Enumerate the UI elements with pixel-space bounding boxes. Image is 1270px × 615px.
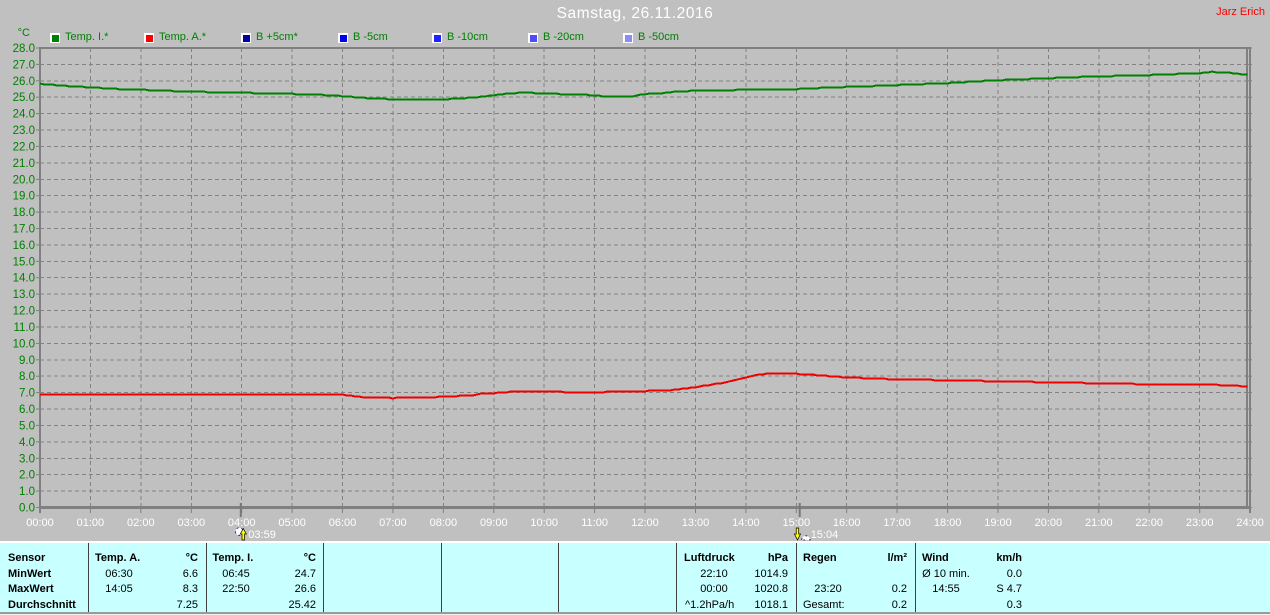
svg-text:4.0: 4.0: [19, 437, 35, 449]
svg-text:6.0: 6.0: [19, 404, 35, 416]
svg-text:05:00: 05:00: [278, 517, 306, 529]
svg-text:01:00: 01:00: [77, 517, 105, 529]
svg-text:17.0: 17.0: [13, 224, 35, 236]
svg-text:09:00: 09:00: [480, 517, 508, 529]
svg-text:14.0: 14.0: [13, 273, 35, 285]
svg-text:03:59: 03:59: [248, 529, 276, 541]
svg-text:22:00: 22:00: [1135, 517, 1163, 529]
svg-text:20:00: 20:00: [1035, 517, 1063, 529]
svg-text:27.0: 27.0: [13, 59, 35, 71]
svg-text:19.0: 19.0: [13, 191, 35, 203]
svg-text:28.0: 28.0: [13, 43, 35, 55]
svg-text:00:00: 00:00: [26, 517, 54, 529]
svg-text:02:00: 02:00: [127, 517, 155, 529]
svg-text:12.0: 12.0: [13, 306, 35, 318]
svg-text:10.0: 10.0: [13, 338, 35, 350]
svg-text:22.0: 22.0: [13, 141, 35, 153]
svg-text:26.0: 26.0: [13, 76, 35, 88]
svg-text:08:00: 08:00: [430, 517, 458, 529]
svg-text:11:00: 11:00: [581, 517, 608, 529]
svg-text:11.0: 11.0: [13, 322, 35, 334]
svg-text:21:00: 21:00: [1085, 517, 1113, 529]
svg-text:15:04: 15:04: [811, 529, 839, 541]
svg-text:23.0: 23.0: [13, 125, 35, 137]
svg-text:7.0: 7.0: [19, 388, 35, 400]
svg-text:21.0: 21.0: [13, 158, 35, 170]
svg-text:24:00: 24:00: [1236, 517, 1264, 529]
svg-text:25.0: 25.0: [13, 92, 35, 104]
svg-text:15:00: 15:00: [783, 517, 811, 529]
svg-text:18.0: 18.0: [13, 207, 35, 219]
svg-text:3.0: 3.0: [19, 453, 35, 465]
svg-text:16.0: 16.0: [13, 240, 35, 252]
svg-text:23:00: 23:00: [1186, 517, 1214, 529]
svg-text:9.0: 9.0: [19, 355, 35, 367]
svg-text:03:00: 03:00: [178, 517, 206, 529]
svg-text:2.0: 2.0: [19, 470, 35, 482]
svg-text:04:00: 04:00: [228, 517, 256, 529]
svg-text:1.0: 1.0: [19, 486, 35, 498]
svg-text:12:00: 12:00: [631, 517, 659, 529]
svg-text:06:00: 06:00: [329, 517, 357, 529]
svg-text:15.0: 15.0: [13, 256, 35, 268]
svg-text:16:00: 16:00: [833, 517, 861, 529]
svg-text:24.0: 24.0: [13, 109, 35, 121]
svg-text:20.0: 20.0: [13, 174, 35, 186]
svg-text:10:00: 10:00: [530, 517, 558, 529]
svg-text:13.0: 13.0: [13, 289, 35, 301]
svg-text:17:00: 17:00: [883, 517, 911, 529]
svg-text:19:00: 19:00: [984, 517, 1012, 529]
svg-text:5.0: 5.0: [19, 420, 35, 432]
svg-text:0.0: 0.0: [19, 503, 35, 515]
svg-text:8.0: 8.0: [19, 371, 35, 383]
svg-text:14:00: 14:00: [732, 517, 760, 529]
svg-text:13:00: 13:00: [682, 517, 710, 529]
svg-text:07:00: 07:00: [379, 517, 407, 529]
svg-text:18:00: 18:00: [934, 517, 962, 529]
